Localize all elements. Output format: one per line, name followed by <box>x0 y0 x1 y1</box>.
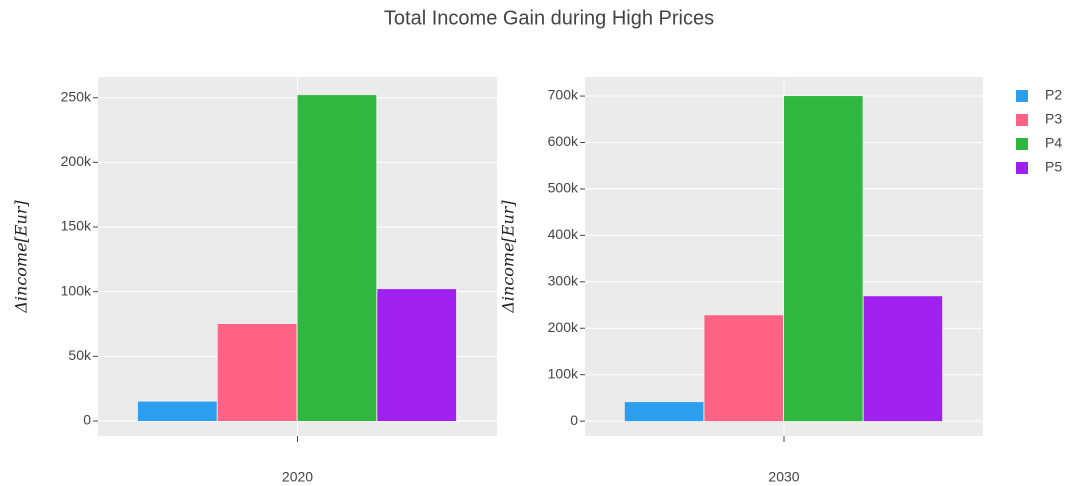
legend-label: P2 <box>1045 87 1062 103</box>
y-tick-label: 0 <box>83 412 91 428</box>
y-tick-label: 100k <box>61 282 92 298</box>
bar <box>624 402 704 422</box>
y-axis-label: Δincome[Eur] <box>12 200 31 314</box>
x-tick-label: 2020 <box>282 469 313 485</box>
legend-label: P5 <box>1045 159 1062 175</box>
bar <box>784 96 863 422</box>
y-tick-label: 600k <box>548 133 579 149</box>
y-tick-label: 400k <box>548 226 579 242</box>
y-tick-label: 700k <box>548 87 579 103</box>
y-tick-label: 250k <box>61 88 92 104</box>
bar <box>217 324 297 421</box>
bar <box>137 401 217 421</box>
legend-swatch <box>1016 138 1028 150</box>
y-tick-label: 200k <box>61 153 92 169</box>
chart-title: Total Income Gain during High Prices <box>384 7 714 29</box>
legend-label: P4 <box>1045 135 1062 151</box>
bar <box>377 289 457 421</box>
bar <box>704 315 783 422</box>
y-tick-label: 50k <box>68 347 92 363</box>
y-axis-label: Δincome[Eur] <box>499 200 518 314</box>
y-tick-label: 100k <box>548 365 579 381</box>
legend-swatch <box>1016 90 1028 102</box>
legend-label: P3 <box>1045 111 1062 127</box>
y-tick-label: 150k <box>61 218 92 234</box>
y-tick-label: 500k <box>548 180 579 196</box>
bar <box>863 296 943 422</box>
legend-swatch <box>1016 114 1028 126</box>
y-tick-label: 0 <box>570 412 578 428</box>
bar <box>297 95 377 421</box>
y-tick-label: 300k <box>548 273 579 289</box>
legend-swatch <box>1016 162 1028 174</box>
y-tick-label: 200k <box>548 319 579 335</box>
x-tick-label: 2030 <box>768 469 799 485</box>
